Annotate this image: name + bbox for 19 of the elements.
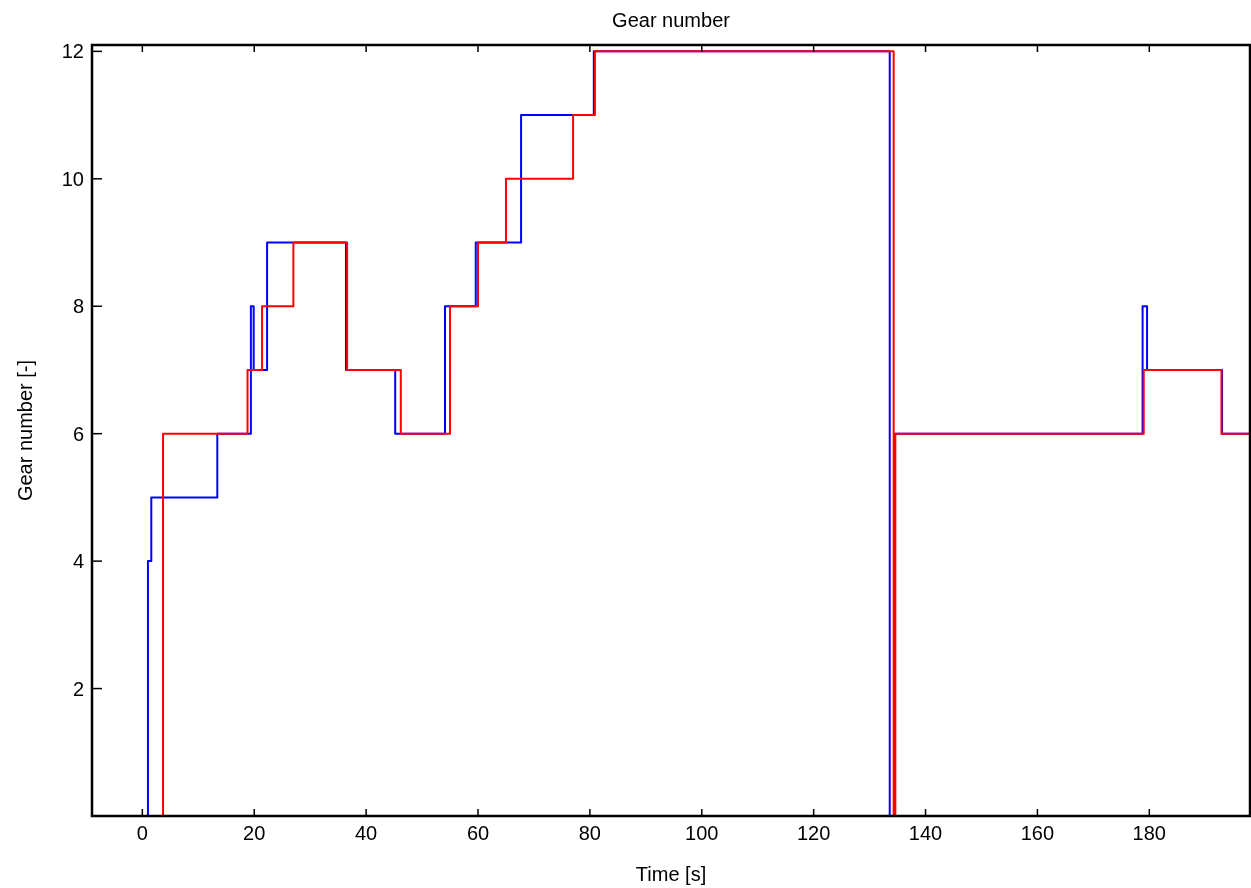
x-tick-label: 120 [796, 822, 831, 844]
y-tick-label: 10 [61, 167, 84, 190]
x-tick-label: 140 [908, 822, 943, 844]
x-tick-label: 0 [136, 822, 148, 844]
y-tick-label: 8 [72, 295, 84, 318]
y-tick-label: 12 [61, 40, 84, 63]
x-tick-label: 180 [1132, 822, 1166, 844]
x-tick-label: 60 [466, 822, 490, 844]
x-tick-label: 100 [685, 822, 719, 844]
y-tick-label: 6 [72, 422, 84, 445]
x-tick-label: 160 [1020, 822, 1055, 844]
y-tick-label: 4 [72, 550, 84, 573]
chart-title: Gear number [612, 9, 731, 31]
x-tick-label: 40 [354, 822, 378, 844]
y-axis-title: Gear number [-] [14, 359, 36, 502]
x-tick-label: 80 [578, 822, 602, 844]
y-tick-label: 2 [72, 677, 84, 700]
x-axis-title: Time [s] [635, 863, 707, 885]
x-tick-label: 20 [243, 822, 266, 844]
